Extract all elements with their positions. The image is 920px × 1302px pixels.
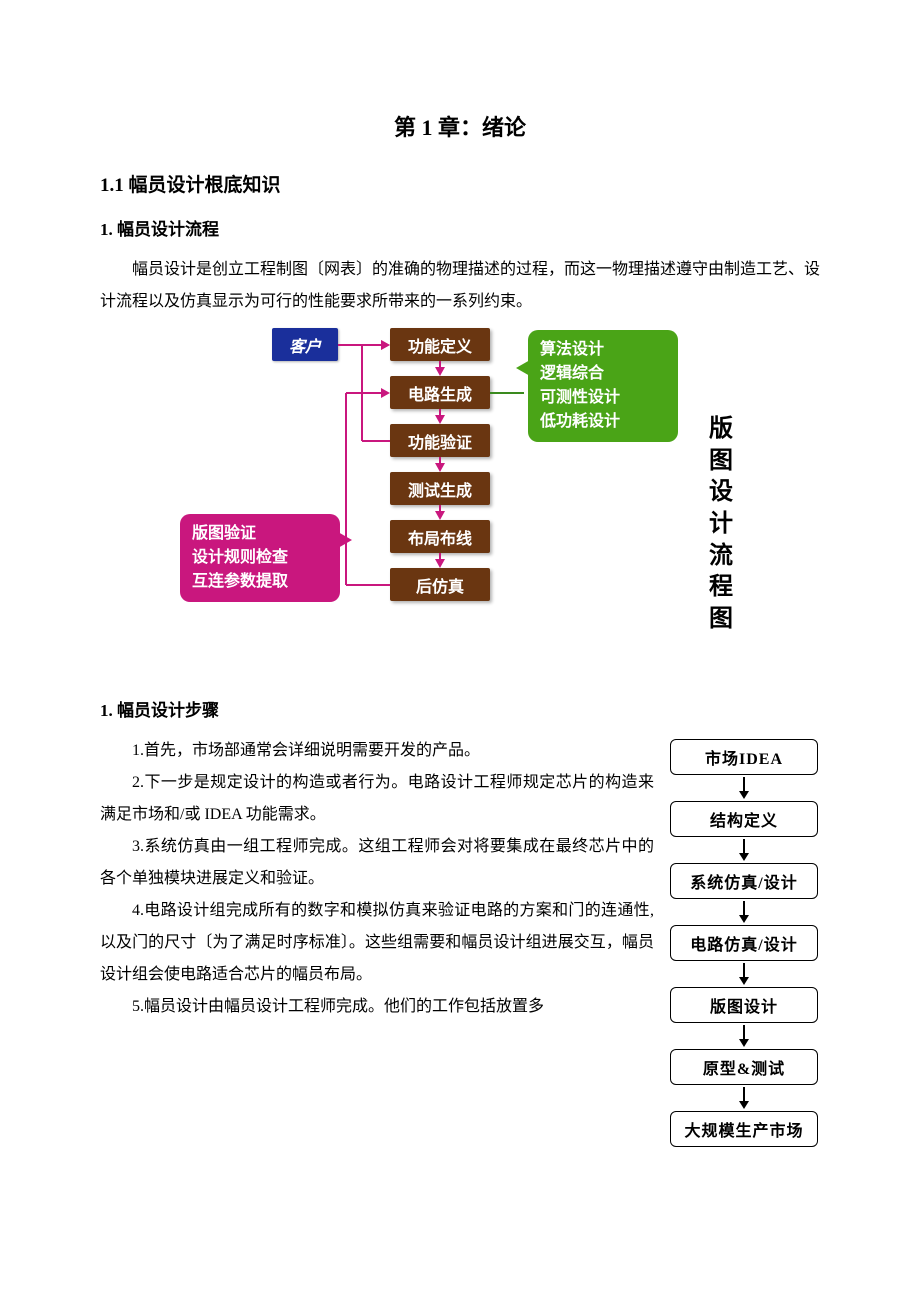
arrow-head-3: [435, 463, 445, 472]
chapter-title: 第 1 章：绪论: [100, 110, 820, 142]
step-paragraph-4: 4.电路设计组完成所有的数字和模拟仿真来验证电路的方案和门的连通性,以及门的尺寸…: [100, 895, 654, 991]
callout-left: 版图验证设计规则检查互连参数提取: [180, 514, 340, 602]
subsection-flow: 1. 幅员设计流程: [100, 215, 820, 240]
arrow-head-1: [435, 367, 445, 376]
fc2-box-0: 市场IDEA: [670, 739, 818, 775]
fc2-arrow-2: [739, 901, 749, 923]
callout-right: 算法设计逻辑综合可测性设计低功耗设计: [528, 330, 678, 442]
step-paragraph-3: 3.系统仿真由一组工程师完成。这组工程师会对将要集成在最终芯片中的各个单独模块进…: [100, 831, 654, 895]
fb2h: [381, 388, 390, 398]
fc2-arrow-0: [739, 777, 749, 799]
flow-box-2: 功能验证: [390, 424, 490, 457]
fb1h: [381, 340, 390, 350]
fc2-box-1: 结构定义: [670, 801, 818, 837]
flow-box-5: 后仿真: [390, 568, 490, 601]
fb1a: [362, 440, 390, 442]
fc2-box-3: 电路仿真/设计: [670, 925, 818, 961]
fc2-box-2: 系统仿真/设计: [670, 863, 818, 899]
fb1c: [362, 344, 382, 346]
step-paragraph-5: 5.幅员设计由幅员设计工程师完成。他们的工作包括放置多: [100, 991, 654, 1023]
fc2-box-5: 原型&测试: [670, 1049, 818, 1085]
fc2-box-4: 版图设计: [670, 987, 818, 1023]
flowchart-design-process: 功能定义电路生成功能验证测试生成布局布线后仿真 客户 算法设计逻辑综合可测性设计低功…: [100, 326, 820, 666]
fb2a: [346, 584, 390, 586]
arrow-head-5: [435, 559, 445, 568]
flow-box-1: 电路生成: [390, 376, 490, 409]
flow-box-4: 布局布线: [390, 520, 490, 553]
fc2-arrow-5: [739, 1087, 749, 1109]
steps-text-block: 1.首先，市场部通常会详细说明需要开发的产品。2.下一步是规定设计的构造或者行为…: [100, 735, 654, 1023]
section-title-1-1: 1.1 幅员设计根底知识: [100, 170, 820, 197]
flowchart-steps: 市场IDEA 结构定义系统仿真/设计电路仿真/设计版图设计原型&测试大规模生产市场: [668, 735, 820, 1147]
arrow-head-2: [435, 415, 445, 424]
fc2-arrow-4: [739, 1025, 749, 1047]
fb2b: [345, 393, 347, 585]
fc2-arrow-3: [739, 963, 749, 985]
step-paragraph-1: 1.首先，市场部通常会详细说明需要开发的产品。: [100, 735, 654, 767]
customer-box: 客户: [272, 328, 338, 361]
gr-conn: [490, 392, 524, 394]
flow-box-3: 测试生成: [390, 472, 490, 505]
arrow-head-4: [435, 511, 445, 520]
paragraph-intro: 幅员设计是创立工程制图〔网表〕的准确的物理描述的过程，而这一物理描述遵守由制造工…: [100, 254, 820, 318]
fc2-arrow-1: [739, 839, 749, 861]
fb2c: [346, 392, 382, 394]
subsection-steps: 1. 幅员设计步骤: [100, 696, 820, 721]
flow-box-0: 功能定义: [390, 328, 490, 361]
fc2-box-6: 大规模生产市场: [670, 1111, 818, 1147]
vertical-label: 版图设计流程图: [708, 414, 734, 636]
step-paragraph-2: 2.下一步是规定设计的构造或者行为。电路设计工程师规定芯片的构造来满足市场和/或…: [100, 767, 654, 831]
